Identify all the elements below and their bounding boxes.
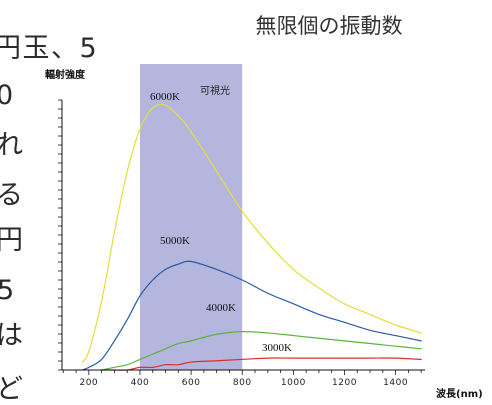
background-text-line: は <box>0 320 25 351</box>
axis-layer: 200 400 600 800 1000 1200 1400 <box>58 99 425 388</box>
y-axis-label: 輻射強度 <box>45 68 86 81</box>
series-line-4000k <box>101 330 422 371</box>
series-line-6000k <box>81 103 422 363</box>
background-text-line: 0 <box>0 80 15 111</box>
background-text-line: れ <box>0 130 25 161</box>
x-tick-label: 1000 <box>281 378 306 388</box>
series-layer <box>81 103 422 371</box>
series-label-5000k: 5000K <box>160 235 190 247</box>
band-layer <box>139 64 243 370</box>
x-tick-label: 200 <box>79 378 98 388</box>
background-text-line: 5 <box>0 275 16 306</box>
series-label-3000k: 3000K <box>262 342 292 354</box>
series-line-5000k <box>81 260 422 371</box>
background-text-line: る <box>0 180 25 211</box>
series-label-4000k: 4000K <box>206 302 236 314</box>
band-label: 可視光 <box>200 84 230 97</box>
background-page-text: 円玉、5 0 れ る 円 5 は ど <box>0 0 120 405</box>
x-tick-label: 800 <box>233 378 252 388</box>
x-tick-label: 400 <box>131 378 150 388</box>
x-tick-label: 600 <box>182 378 201 388</box>
x-axis-label: 波長(nm) <box>436 387 483 400</box>
x-tick-label: 1200 <box>332 378 357 388</box>
background-text-line: ど <box>0 374 25 405</box>
background-text-line: 円 <box>0 225 25 256</box>
visible-light-band <box>139 64 243 370</box>
series-label-6000k: 6000K <box>150 91 180 103</box>
background-text-line: 円玉、5 <box>0 33 99 64</box>
series-line-3000k <box>101 357 422 371</box>
chart-title: 無限個の振動数 <box>256 14 403 38</box>
x-tick-label: 1400 <box>383 378 408 388</box>
